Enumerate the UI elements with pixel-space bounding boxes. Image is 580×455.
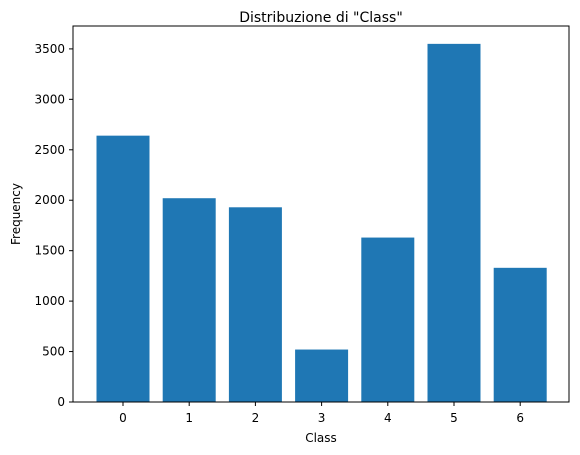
x-axis-ticks: 0 1 2 3 4 5 6	[119, 402, 524, 425]
bar-0	[96, 135, 150, 402]
bar-6	[493, 267, 547, 402]
bar-5	[427, 43, 481, 403]
y-tick-label-1000: 1000	[34, 294, 65, 308]
y-tick-label-3000: 3000	[34, 92, 65, 106]
x-tick-label-1: 1	[185, 411, 193, 425]
y-tick-label-500: 500	[42, 345, 65, 359]
y-tick-label-3500: 3500	[34, 42, 65, 56]
y-tick-label-1500: 1500	[34, 244, 65, 258]
y-tick-label-0: 0	[57, 395, 65, 409]
x-axis-label: Class	[305, 431, 337, 445]
x-tick-label-4: 4	[384, 411, 392, 425]
bar-4	[361, 237, 415, 402]
y-axis-ticks: 0 500 1000 1500 2000 2500 3000 3500	[34, 42, 73, 409]
x-tick-label-0: 0	[119, 411, 127, 425]
y-tick-label-2000: 2000	[34, 193, 65, 207]
bars-group	[96, 43, 547, 403]
bar-1	[162, 198, 216, 402]
y-axis-label: Frequency	[9, 183, 23, 245]
x-tick-label-6: 6	[516, 411, 524, 425]
plot-area-frame	[72, 25, 570, 403]
y-tick-label-2500: 2500	[34, 143, 65, 157]
x-tick-label-3: 3	[318, 411, 326, 425]
bar-2	[228, 207, 282, 402]
bar-3	[295, 349, 349, 402]
chart-title: Distribuzione di "Class"	[239, 10, 403, 26]
x-tick-label-5: 5	[450, 411, 458, 425]
x-tick-label-2: 2	[252, 411, 260, 425]
